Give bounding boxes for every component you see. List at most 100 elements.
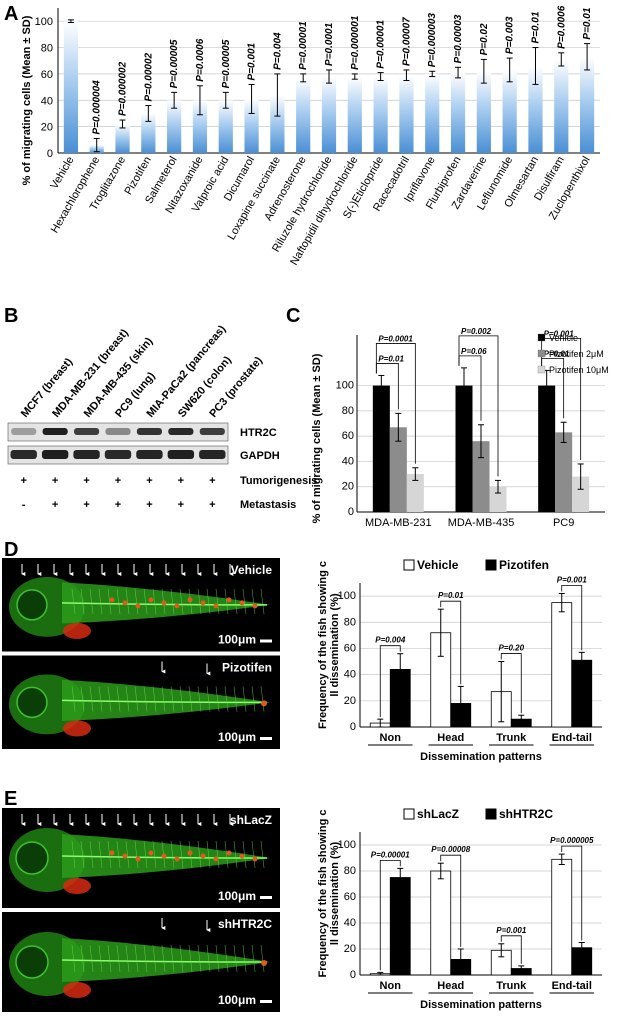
fish-segment: [206, 944, 211, 973]
bar-a: [347, 76, 362, 153]
disseminated-cell: [226, 850, 232, 856]
scale-bar: [260, 1000, 272, 1003]
fish-segment: [116, 588, 121, 615]
category-label-c: MDA-MB-435: [448, 517, 515, 529]
fish-images-e: shLacZ 100μm shHTR2C 100μm: [2, 808, 280, 1012]
scale-bar-label: 100μm: [218, 633, 256, 647]
fish-segment: [206, 840, 211, 869]
y-tick-label: 100: [338, 590, 356, 602]
disseminated-cell: [200, 853, 206, 859]
fish-segment: [170, 944, 175, 973]
band-gapdh: [136, 450, 163, 459]
fish-condition-label: Vehicle: [231, 563, 273, 577]
disseminated-cell: [161, 600, 167, 606]
fish-image: shHTR2C 100μm: [2, 912, 280, 1012]
bar-a: [63, 21, 79, 153]
legend-label: Pizotifen: [499, 558, 549, 572]
fish-image: Pizotifen 100μm: [2, 655, 280, 749]
y-axis-title: Frequency of the fish showing c: [317, 561, 329, 729]
y-tick-label-c: 0: [348, 506, 354, 518]
band-htr2c: [74, 428, 100, 435]
blot-mark: +: [52, 499, 58, 511]
x-axis-title: Dissemination patterns: [420, 751, 542, 763]
bar-a: [528, 66, 543, 153]
fish-segment: [98, 944, 103, 973]
comparison-bracket: [500, 935, 522, 964]
category-label: Trunk: [496, 732, 527, 744]
bar-c: [538, 385, 556, 512]
blot-row-label: Metastasis: [240, 499, 296, 511]
fish-eye: [15, 945, 49, 979]
fish-segment: [134, 588, 139, 615]
fish-segment: [71, 944, 76, 973]
bar-a: [167, 100, 182, 153]
y-axis-title: Frequency of the fish showing c: [317, 809, 329, 977]
band-htr2c: [105, 428, 131, 435]
fish-segment: [188, 944, 193, 973]
fish-segment: [215, 944, 220, 973]
disseminated-cell: [239, 853, 245, 859]
fish-segment: [170, 840, 175, 869]
p-value-a: P=0.004: [272, 32, 283, 70]
y-tick-label-a: 0: [47, 148, 53, 160]
fish-segment: [71, 588, 76, 615]
p-value-a: P=0.00005: [169, 39, 180, 88]
fish-image: Vehicle 100μm: [2, 558, 280, 652]
bar-a: [115, 124, 130, 153]
fish-tumor-cells: [63, 720, 91, 737]
fish-segment: [197, 944, 202, 973]
p-value: P=0.20: [498, 644, 524, 653]
fish-segment: [98, 840, 103, 869]
fish-segment: [260, 588, 265, 615]
bar-a: [399, 75, 414, 153]
fish-segment: [152, 588, 157, 615]
fish-body: [62, 938, 270, 982]
category-label-c: PC9: [553, 517, 574, 529]
p-value-a: P=0.003: [505, 16, 516, 54]
fish-condition-label: Pizotifen: [222, 661, 272, 675]
comparison-bracket: [379, 860, 401, 971]
legend-swatch: [403, 808, 415, 820]
disseminated-cell: [148, 597, 154, 603]
fish-condition-label: shLacZ: [230, 813, 272, 827]
p-value-a: P=0.02: [479, 23, 490, 55]
fish-eye: [16, 589, 48, 621]
category-label: Head: [437, 732, 464, 744]
disseminated-cell: [187, 597, 193, 603]
scale-bar: [260, 896, 272, 899]
fish-segment: [107, 588, 112, 615]
fish-segment: [233, 588, 238, 615]
scale-bar: [260, 639, 272, 643]
fish-segment: [260, 840, 265, 869]
fish-segment: [143, 686, 148, 712]
y-tick-label-a: 40: [41, 95, 53, 107]
disseminated-cell: [174, 603, 180, 609]
p-value-a: P=0.00003: [453, 14, 464, 63]
blot-mark: +: [178, 475, 184, 487]
fish-tumor-cells: [63, 622, 91, 639]
fish-segment: [107, 944, 112, 973]
band-htr2c: [42, 428, 68, 435]
bar-c: [555, 432, 573, 512]
y-tick-label-c: 80: [342, 405, 354, 417]
band-label-htr2c: HTR2C: [240, 427, 277, 439]
scale-bar-label: 100μm: [218, 889, 256, 903]
category-label-a: Vehicle: [48, 155, 76, 192]
chart-a: 0 20 40 60 80 100% of migrating cells (Mean ±…: [21, 5, 600, 267]
p-value: P=0.001: [557, 575, 588, 584]
fish-segment: [125, 840, 130, 869]
fish-segment: [242, 944, 247, 973]
p-value: P=0.001: [496, 926, 527, 935]
panel-letter-e: E: [4, 788, 17, 810]
fish-segment: [161, 686, 166, 712]
bar-c: [572, 476, 590, 512]
fish-segment: [71, 840, 76, 869]
fish-segment: [107, 686, 112, 712]
disseminated-cell: [135, 603, 141, 609]
bar-a: [321, 76, 337, 153]
fish-segment: [242, 840, 247, 869]
comparison-bracket: [500, 653, 522, 714]
bar-a: [373, 76, 388, 153]
p-value-a: P=0.000002: [118, 61, 129, 116]
